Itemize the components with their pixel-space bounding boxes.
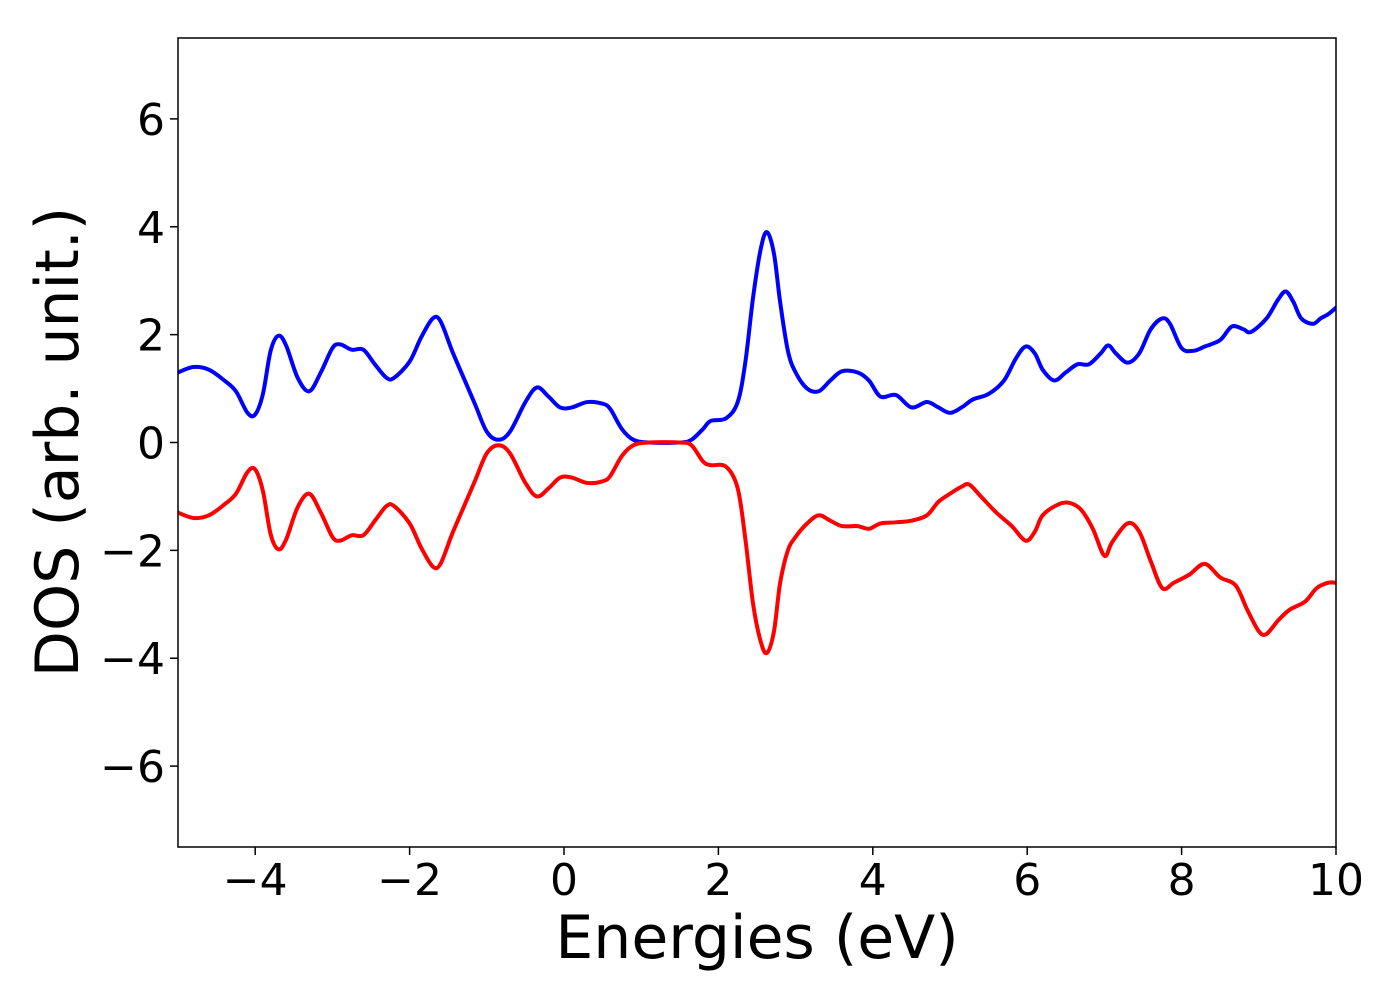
series-layer — [178, 230, 1336, 656]
x-tick-label: 6 — [1013, 855, 1041, 906]
y-tick-label: −4 — [100, 634, 165, 685]
x-tick-label: 2 — [704, 855, 732, 906]
y-tick-label: 2 — [137, 311, 165, 362]
y-axis-label: DOS (arb. unit.) — [23, 207, 93, 677]
x-tick-label: 10 — [1308, 855, 1364, 906]
y-axis: −6 −4 −2 0 2 4 6 — [100, 95, 178, 793]
x-tick-label: 0 — [550, 855, 578, 906]
x-tick-label: 4 — [859, 855, 887, 906]
dos-line-red — [178, 440, 1336, 656]
x-tick-label: 8 — [1168, 855, 1196, 906]
y-tick-label: −6 — [100, 742, 165, 793]
x-axis: −4 −2 0 2 4 6 8 10 — [223, 847, 1364, 906]
y-tick-label: 4 — [137, 203, 165, 254]
x-tick-label: −2 — [377, 855, 442, 906]
x-axis-label: Energies (eV) — [555, 903, 958, 973]
x-tick-label: −4 — [223, 855, 288, 906]
y-tick-label: 6 — [137, 95, 165, 146]
y-tick-label: −2 — [100, 526, 165, 577]
y-tick-label: 0 — [137, 419, 165, 470]
dos-line-blue — [178, 230, 1336, 445]
